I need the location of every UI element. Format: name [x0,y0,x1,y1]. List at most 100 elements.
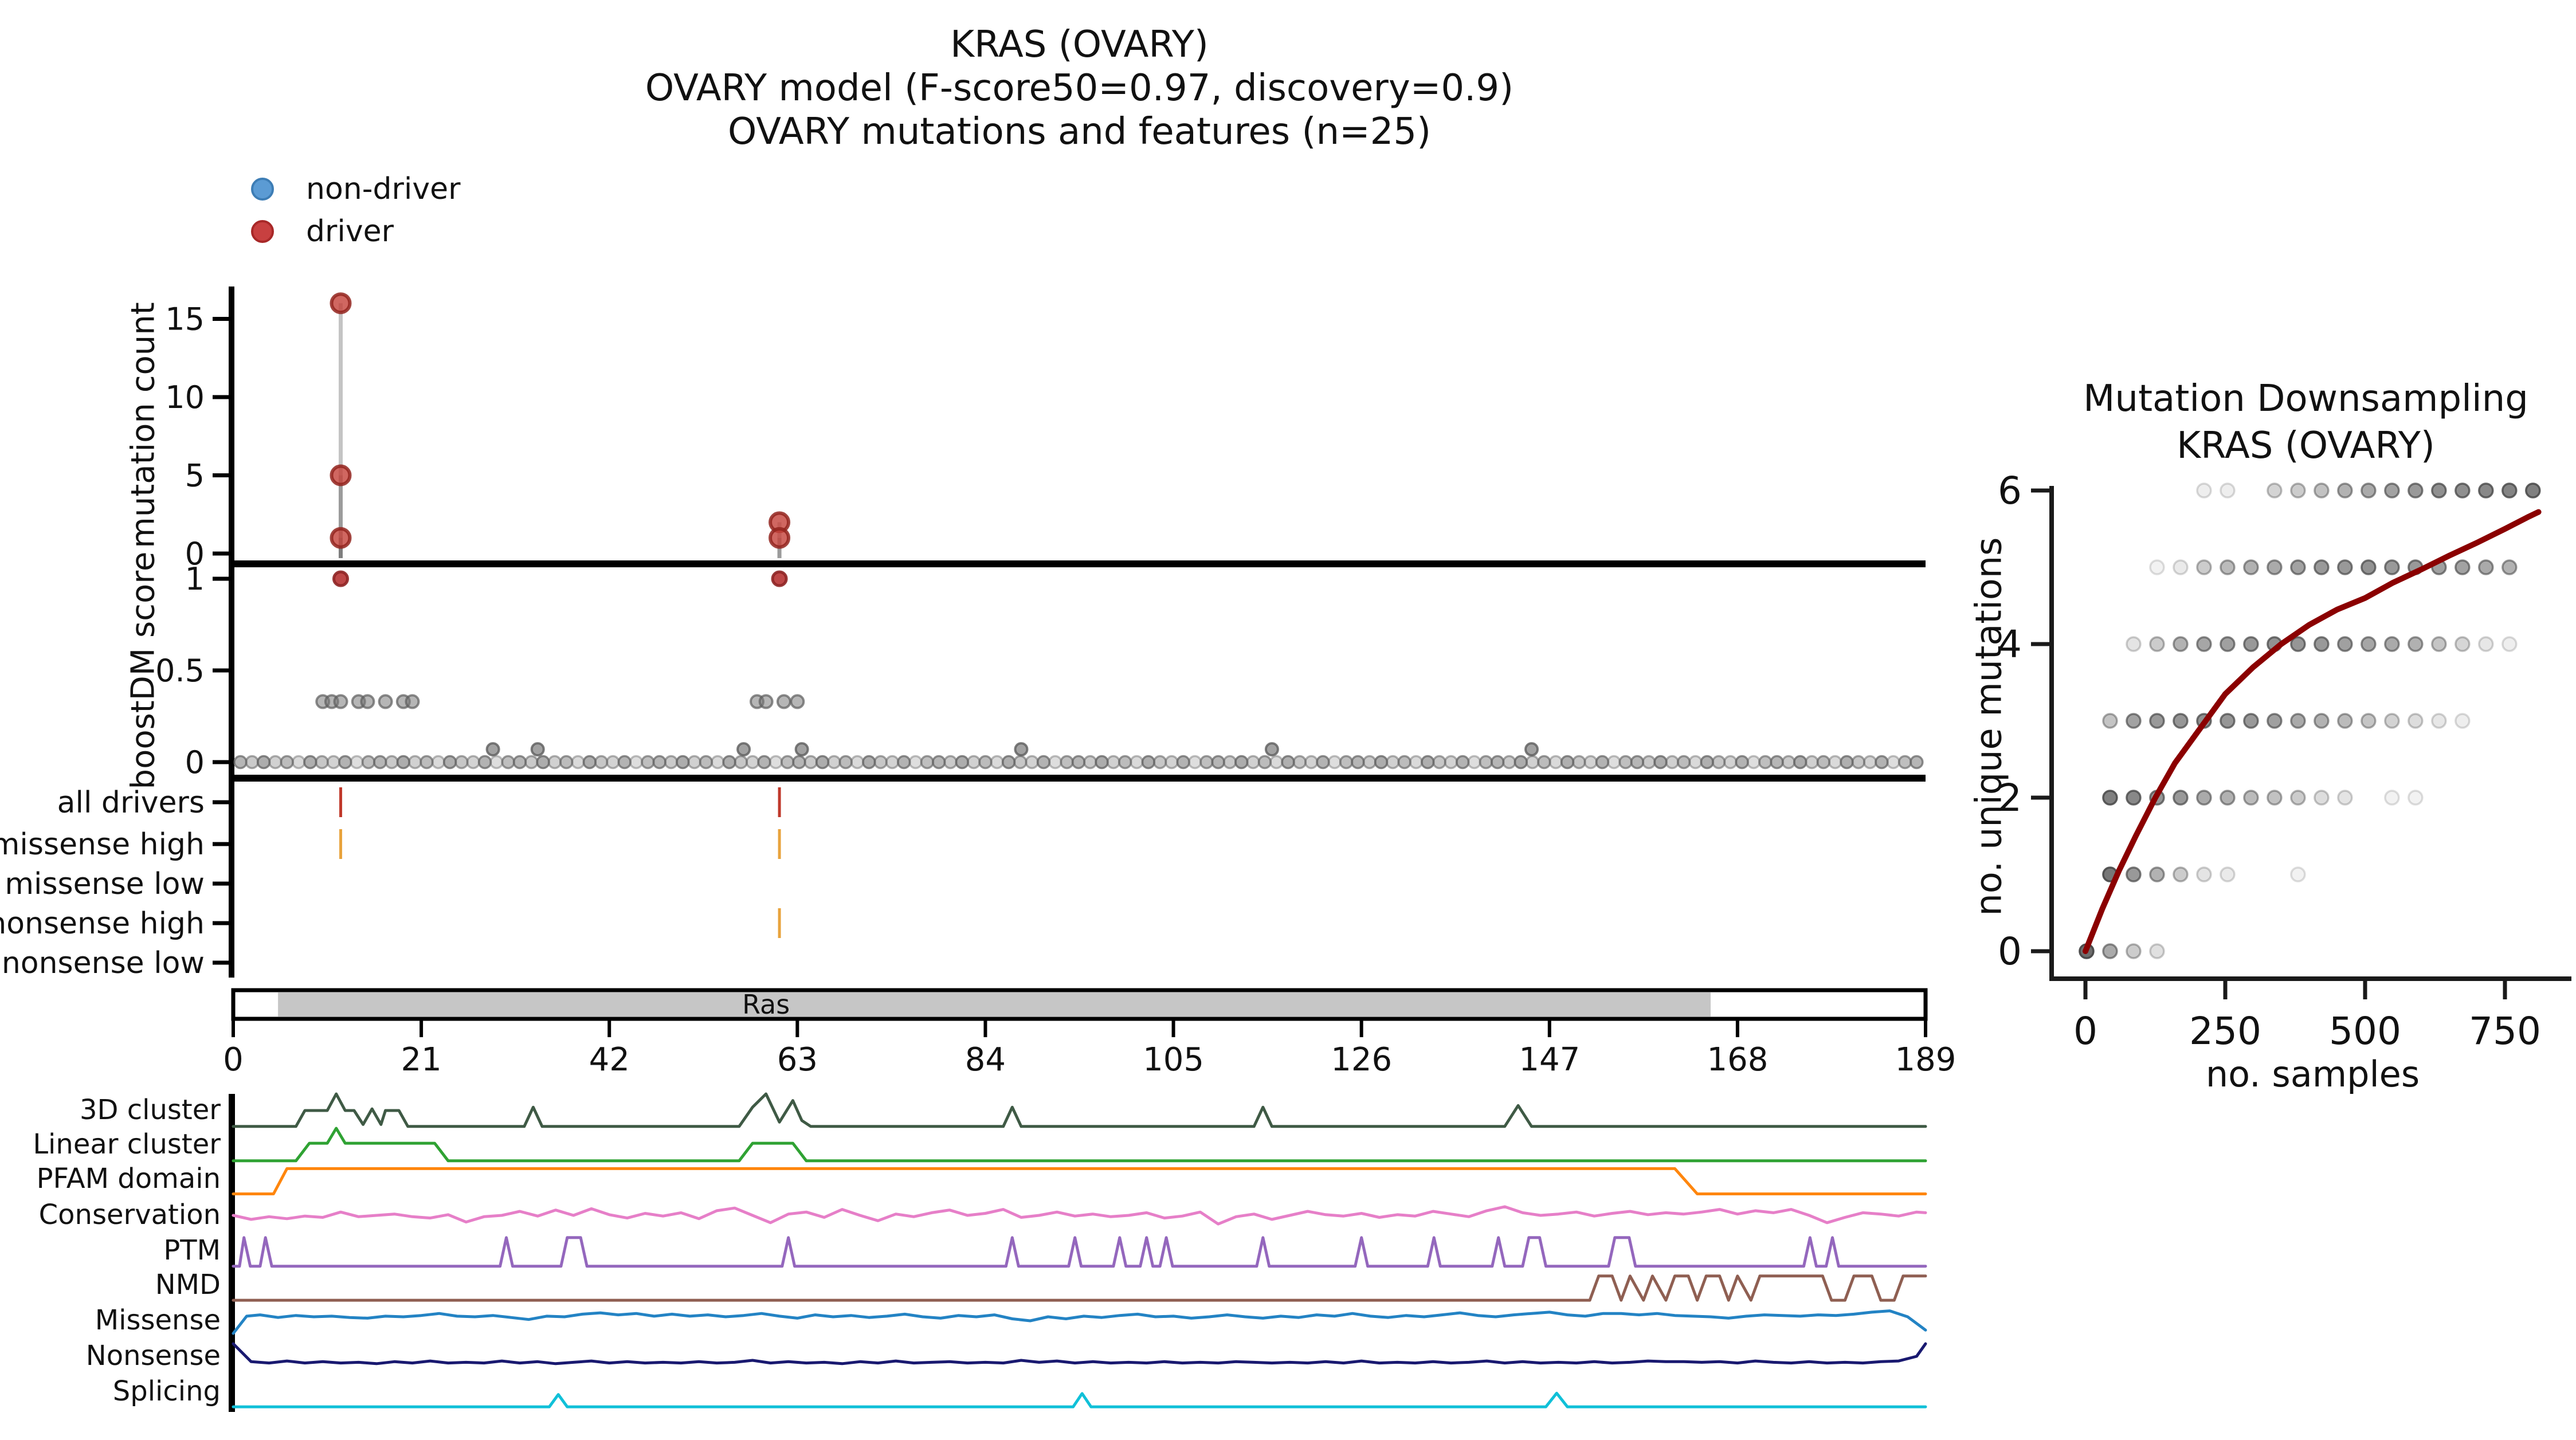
downsampling-point [2291,484,2305,497]
non-driver-point [327,756,339,768]
feature-track-line [233,1094,1926,1127]
downsampling-point [2456,484,2469,497]
downsampling-point [2409,791,2422,805]
non-driver-point [246,756,258,768]
downsampling-point [2338,791,2352,805]
downsampling-y-tick [2031,489,2049,493]
downsampling-point [2221,791,2234,805]
downsampling-point [2291,560,2305,574]
mutation-y-tick [213,395,229,399]
non-driver-point-low [532,743,544,755]
non-driver-point [677,756,689,768]
downsampling-point [2127,637,2140,651]
panel-separator [229,775,1926,782]
non-driver-point [456,756,468,768]
downsampling-x-tick [2084,981,2088,999]
non-driver-point [1631,756,1643,768]
mutation-y-spine [229,287,234,560]
protein-x-tick [1736,1019,1739,1037]
downsampling-point [2197,868,2211,881]
downsampling-point [2244,791,2258,805]
non-driver-point [1468,756,1480,768]
protein-x-tick [419,1019,423,1037]
figure-graphics: 05101500.51all driversmissense highmisse… [0,0,2576,1440]
downsampling-point [2197,791,2211,805]
non-driver-point [374,756,386,768]
protein-x-tick-label: 42 [589,1041,630,1078]
non-driver-point [1771,756,1783,768]
non-driver-point [770,756,782,768]
non-driver-point [863,756,875,768]
non-driver-point [1189,756,1201,768]
non-driver-point [1678,756,1690,768]
non-driver-point [828,756,840,768]
non-driver-point [1084,756,1096,768]
non-driver-point [1387,756,1399,768]
non-driver-point-mid [760,695,773,708]
non-driver-point [1166,756,1178,768]
non-driver-point [653,756,665,768]
non-driver-point [339,756,351,768]
downsampling-point [2409,714,2422,728]
downsampling-x-axis-label: no. samples [2054,1053,2571,1095]
downsampling-point [2315,791,2328,805]
downsampling-x-spine [2049,976,2571,981]
downsampling-title: Mutation Downsampling KRAS (OVARY) [2040,375,2571,469]
feature-track-label: NMD [155,1269,221,1301]
non-driver-point [444,756,456,768]
downsampling-point [2197,560,2211,574]
non-driver-point [1340,756,1352,768]
feature-track-line [233,1276,1926,1300]
feature-track-label: PFAM domain [37,1163,221,1195]
non-driver-point [560,756,573,768]
non-driver-point [1911,756,1923,768]
driver-mark [339,787,342,817]
downsampling-point [2503,560,2516,574]
downsampling-x-tick [2503,981,2507,999]
non-driver-point-mid [406,695,418,708]
non-driver-point [1852,756,1864,768]
driver-mark [778,908,781,938]
non-driver-point [875,756,887,768]
driver-row-label: missense low [5,867,205,901]
non-driver-point [1899,756,1911,768]
non-driver-point [1038,756,1050,768]
non-driver-point [1782,756,1794,768]
downsampling-point [2174,637,2187,651]
driver-tracks-spine [229,782,234,978]
non-driver-point [1154,756,1166,768]
protein-x-tick-label: 126 [1331,1041,1392,1078]
panel-separator [229,560,1926,567]
non-driver-point [1794,756,1806,768]
downsampling-point [2338,560,2352,574]
boostdm-y-tick-label: 0 [185,744,205,780]
downsampling-point [2197,484,2211,497]
non-driver-point [1736,756,1748,768]
mutation-count-point [770,529,789,547]
boostdm-y-tick [213,760,229,764]
non-driver-point [1573,756,1585,768]
non-driver-point [1363,756,1375,768]
non-driver-point [1142,756,1154,768]
non-driver-point [258,756,270,768]
driver-mark [778,787,781,817]
downsampling-point [2291,714,2305,728]
downsampling-y-tick-label: 6 [1998,469,2022,513]
downsampling-point [2479,484,2493,497]
non-driver-point [1620,756,1632,768]
non-driver-point [688,756,700,768]
non-driver-point [595,756,607,768]
downsampling-point [2150,868,2164,881]
non-driver-point [1003,756,1015,768]
boostdm-y-tick-label: 1 [185,561,205,597]
non-driver-point [607,756,619,768]
driver-row-label: all drivers [57,786,205,820]
driver-row-tick [213,842,229,846]
non-driver-point [304,756,316,768]
non-driver-point [1701,756,1713,768]
non-driver-point [1492,756,1504,768]
downsampling-point [2221,484,2234,497]
non-driver-point [618,756,630,768]
boostdm-y-tick-label: 0.5 [155,653,205,689]
non-driver-point [1212,756,1224,768]
